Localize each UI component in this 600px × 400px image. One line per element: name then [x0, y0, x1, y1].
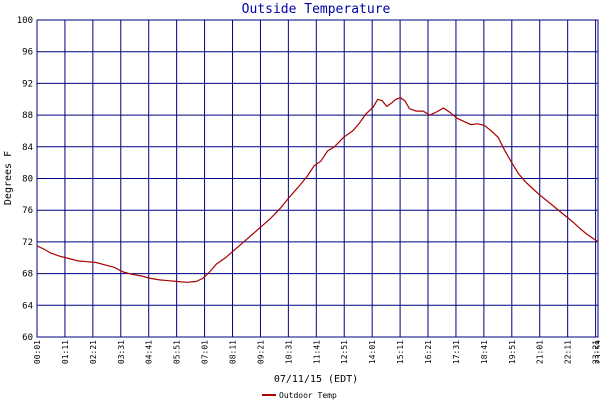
y-tick-label: 60 [22, 333, 33, 343]
y-tick-label: 88 [22, 111, 33, 121]
x-tick-label: 21:01 [536, 340, 545, 364]
x-tick-label: 01:11 [61, 340, 70, 364]
x-tick-label: 17:31 [452, 340, 461, 364]
x-tick-label: 19:51 [508, 340, 517, 364]
x-tick-label: 23:59 [594, 340, 600, 364]
x-tick-label: 16:21 [424, 340, 433, 364]
y-tick-label: 64 [22, 301, 33, 311]
legend: Outdoor Temp [262, 391, 337, 400]
y-tick-label: 96 [22, 48, 33, 58]
y-tick-label: 68 [22, 270, 33, 280]
x-tick-label: 12:51 [340, 340, 349, 364]
x-tick-label: 14:01 [368, 340, 377, 364]
y-axis-ticks: 60 64 68 72 76 80 84 88 92 96 100 [17, 16, 33, 343]
x-tick-label: 08:11 [229, 340, 238, 364]
y-tick-label: 100 [17, 16, 33, 26]
x-tick-label: 18:41 [480, 340, 489, 364]
x-tick-label: 11:41 [312, 340, 321, 364]
x-tick-label: 22:11 [564, 340, 573, 364]
chart-grid [36, 19, 599, 338]
x-tick-label: 00:01 [33, 340, 42, 364]
x-tick-label: 15:11 [396, 340, 405, 364]
x-axis-ticks: 00:01 01:11 02:21 03:31 04:41 05:51 07:01 08:11… [33, 340, 600, 364]
x-tick-label: 07:01 [201, 340, 210, 364]
y-tick-label: 76 [22, 206, 33, 216]
y-tick-label: 80 [22, 175, 33, 185]
x-tick-label: 05:51 [173, 340, 182, 364]
legend-label-outdoor-temp: Outdoor Temp [279, 391, 337, 400]
x-axis-label: 07/11/15 (EDT) [274, 374, 358, 385]
y-axis-label: Degrees F [3, 151, 14, 205]
x-tick-label: 23:21 [592, 340, 600, 364]
series-layer [36, 97, 599, 283]
x-tick-label: 02:21 [89, 340, 98, 364]
series-line-outdoor-temp [36, 97, 599, 283]
y-tick-label: 92 [22, 79, 33, 89]
chart-title: Outside Temperature [242, 2, 391, 17]
x-tick-label: 04:41 [145, 340, 154, 364]
y-tick-label: 84 [22, 143, 33, 153]
x-tick-label: 10:31 [284, 340, 293, 364]
x-tick-label: 09:21 [256, 340, 265, 364]
y-tick-label: 72 [22, 238, 33, 248]
x-tick-label: 03:31 [117, 340, 126, 364]
